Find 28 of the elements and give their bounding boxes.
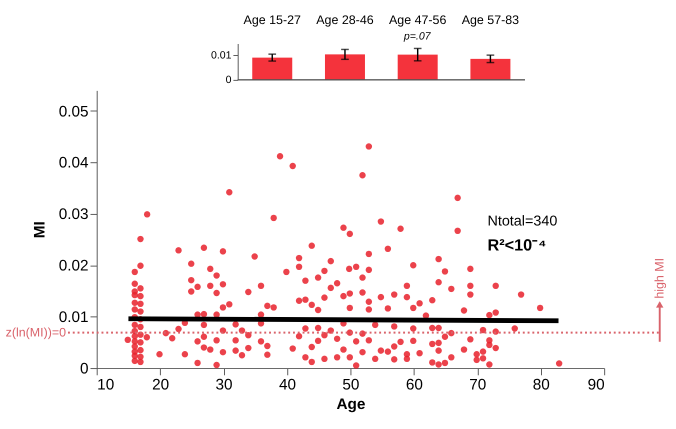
y-tick-label: 0.03 bbox=[58, 206, 89, 224]
y-tick-label: 0.02 bbox=[58, 258, 89, 275]
x-axis-title: Age bbox=[336, 396, 366, 413]
y-axis-title: MI bbox=[31, 221, 48, 238]
x-tick-label: 10 bbox=[97, 376, 114, 394]
annotation: R²<10⁻⁴ bbox=[487, 236, 546, 255]
y-tick-label: 0.04 bbox=[58, 154, 90, 172]
annotation: Ntotal=340 bbox=[487, 214, 558, 230]
text: p=.07 bbox=[402, 30, 432, 43]
ref-line-label: z(ln(MI))=0 bbox=[6, 325, 66, 340]
y-tick-label: 0 bbox=[80, 360, 89, 378]
y-tick-label: 0.05 bbox=[58, 103, 89, 120]
x-tick-label: 70 bbox=[469, 376, 486, 394]
x-tick-label: 90 bbox=[588, 376, 605, 394]
x-tick-label: 50 bbox=[342, 376, 360, 394]
x-tick-label: 30 bbox=[216, 376, 233, 394]
x-tick-label: Age 57-83 bbox=[462, 12, 520, 27]
x-tick-label: 20 bbox=[152, 376, 170, 394]
x-tick-label: 40 bbox=[278, 376, 296, 394]
y-tick-label: 0 bbox=[226, 74, 232, 86]
text: high MI bbox=[652, 258, 667, 299]
x-tick-label: Age 47-56 bbox=[388, 12, 446, 27]
x-tick-label: 80 bbox=[532, 376, 550, 394]
x-tick-label: Age 15-27 bbox=[244, 12, 302, 27]
y-tick-label: 0.01 bbox=[211, 49, 232, 62]
x-tick-label: Age 28-46 bbox=[316, 12, 374, 27]
x-tick-label: 60 bbox=[406, 376, 423, 394]
y-tick-label: 0.01 bbox=[58, 308, 89, 326]
